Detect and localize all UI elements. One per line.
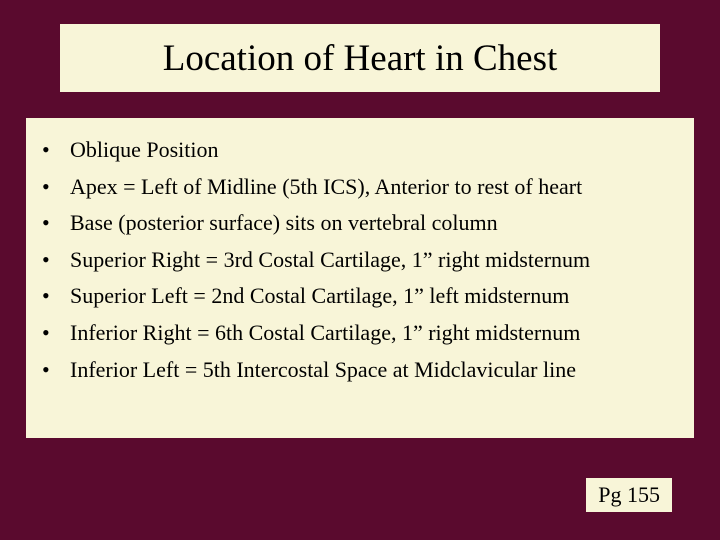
bullet-text: Oblique Position xyxy=(70,136,219,165)
bullet-icon: • xyxy=(42,319,70,348)
title-box: Location of Heart in Chest xyxy=(60,24,660,92)
bullet-icon: • xyxy=(42,246,70,275)
list-item: • Superior Right = 3rd Costal Cartilage,… xyxy=(42,246,684,275)
bullet-icon: • xyxy=(42,282,70,311)
footer-box: Pg 155 xyxy=(586,478,672,512)
bullet-text: Apex = Left of Midline (5th ICS), Anteri… xyxy=(70,173,582,202)
bullet-text: Base (posterior surface) sits on vertebr… xyxy=(70,209,498,238)
bullet-icon: • xyxy=(42,136,70,165)
content-box: • Oblique Position • Apex = Left of Midl… xyxy=(26,118,694,438)
page-number: Pg 155 xyxy=(598,482,660,508)
bullet-text: Superior Left = 2nd Costal Cartilage, 1”… xyxy=(70,282,569,311)
bullet-text: Inferior Right = 6th Costal Cartilage, 1… xyxy=(70,319,580,348)
bullet-text: Superior Right = 3rd Costal Cartilage, 1… xyxy=(70,246,590,275)
list-item: • Oblique Position xyxy=(42,136,684,165)
list-item: • Apex = Left of Midline (5th ICS), Ante… xyxy=(42,173,684,202)
list-item: • Base (posterior surface) sits on verte… xyxy=(42,209,684,238)
bullet-icon: • xyxy=(42,356,70,385)
bullet-icon: • xyxy=(42,173,70,202)
bullet-icon: • xyxy=(42,209,70,238)
list-item: • Inferior Left = 5th Intercostal Space … xyxy=(42,356,684,385)
list-item: • Superior Left = 2nd Costal Cartilage, … xyxy=(42,282,684,311)
slide-title: Location of Heart in Chest xyxy=(163,37,558,80)
bullet-text: Inferior Left = 5th Intercostal Space at… xyxy=(70,356,576,385)
list-item: • Inferior Right = 6th Costal Cartilage,… xyxy=(42,319,684,348)
